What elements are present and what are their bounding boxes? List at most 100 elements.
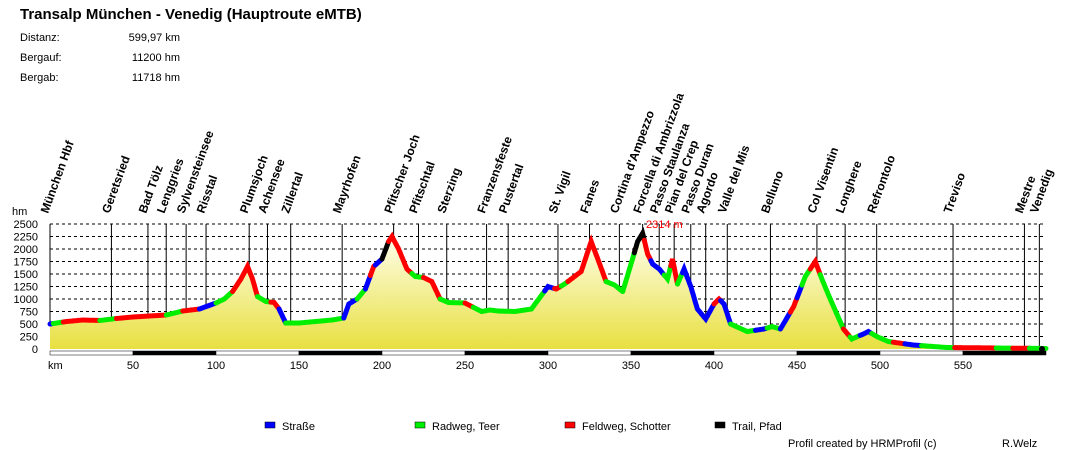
x-scale-bar [796,350,881,356]
waypoint-label: Sterzing [434,166,463,215]
profile-segment-feldweg [641,237,654,264]
profile-segment-feldweg [668,258,680,287]
profile-segment-radweg [470,288,548,315]
x-tick-label: 400 [705,360,723,372]
author-text: R.Welz [1002,438,1037,450]
end-marker [1039,346,1045,352]
profile-segment-feldweg [60,317,103,325]
waypoint-label: Valle del Mis [715,143,753,215]
y-axis-label: hm [12,206,27,218]
legend-label: Straße [282,421,315,433]
y-tick-label: 0 [32,344,38,356]
x-tick-label: 300 [539,360,557,372]
elevation-area [50,233,1046,349]
stat-value: 11200 hm [131,52,180,64]
x-tick-label: 150 [290,360,308,372]
waypoint-label: Belluno [758,169,786,215]
x-tick-label: 200 [373,360,391,372]
profile-segment-strasse [341,296,360,321]
max-elevation-label: 2314 m [646,219,683,231]
profile-segment-strasse [680,262,717,324]
profile-segment-radweg [437,296,468,306]
legend-label: Feldweg, Schotter [582,421,671,433]
legend-item-feldweg: Feldweg, Schotter [564,421,671,433]
y-tick-label: 1750 [14,257,38,269]
x-scale-bar [49,350,134,356]
x-scale-bar [215,350,300,356]
x-tick-label: 500 [871,360,889,372]
x-tick-label: 100 [207,360,225,372]
y-tick-label: 2500 [14,219,38,231]
legend-item-strasse: Straße [264,421,315,433]
stat-value: 599,97 km [128,32,180,44]
profile-segment-radweg [728,321,758,335]
waypoint-label: St. Vigil [546,169,574,215]
profile-segment-feldweg [180,306,202,314]
x-tick-label: 450 [788,360,806,372]
y-tick-label: 2250 [14,232,38,244]
stat-label: Bergab: [20,72,59,84]
x-scale-bar [547,350,632,356]
y-tick-label: 750 [20,307,38,319]
waypoint-label: München Hbf [38,138,77,215]
stat-distance: Distanz: 599,97 km [20,32,180,44]
profile-segment-strasse [777,309,793,332]
stat-label: Distanz: [20,32,60,44]
y-tick-label: 500 [20,319,38,331]
profile-segment-strasse [648,258,667,278]
legend-label: Trail, Pfad [732,421,782,433]
profile-segment-radweg [620,250,637,294]
profile-segment-feldweg [807,256,823,278]
profile-segment-radweg [661,263,674,285]
y-tick-label: 1000 [14,294,38,306]
x-scale-bar [630,350,715,356]
x-scale-bar [713,350,798,356]
x-tick-label: 250 [456,360,474,372]
profile-segment-feldweg [230,260,260,299]
x-scale-bar [298,350,383,356]
x-axis-label: km [48,360,63,372]
profile-segment-radweg [603,279,626,294]
profile-segment-strasse [902,341,924,349]
profile-segment-strasse [718,298,734,327]
profile-segment-radweg [799,266,813,288]
y-tick-label: 1500 [14,269,38,281]
profile-segment-radweg [283,315,347,326]
profile-segment-feldweg [787,295,800,315]
legend-swatch [264,421,276,429]
profile-segment-trail [379,239,392,262]
legend-item-trail: Trail, Pfad [714,421,782,433]
waypoint-label: Treviso [941,171,969,215]
stat-label: Bergauf: [20,52,62,64]
y-tick-label: 250 [20,332,38,344]
x-tick-label: 350 [622,360,640,372]
profile-segment-feldweg [565,234,609,284]
stat-value: 11718 hm [131,72,180,84]
legend-swatch [564,421,576,429]
profile-segment-radweg [163,308,186,318]
profile-segment-strasse [196,300,219,312]
legend-swatch [414,421,426,429]
profile-segment-feldweg [113,312,169,321]
y-tick-label: 2000 [14,244,38,256]
waypoint-label: Zillertal [278,170,306,215]
profile-segment-radweg [97,316,119,323]
profile-segment-trail [631,226,647,256]
profile-segment-feldweg [421,275,443,302]
y-tick-label: 1250 [14,282,38,294]
profile-segment-strasse [276,306,289,326]
waypoint-label: Fanes [577,177,602,215]
page-title: Transalp München - Venedig (Hauptroute e… [20,6,362,23]
legend-item-radweg: Radweg, Teer [414,421,500,433]
profile-segment-radweg [213,289,236,306]
waypoint-label: Mayrhofen [330,153,364,215]
x-scale-bar [132,350,217,356]
x-tick-label: 50 [127,360,139,372]
credit-text: Profil created by HRMProfil (c) [788,438,937,450]
stat-descent: Bergab: 11718 hm [20,72,180,84]
profile-segment-radweg [919,343,958,351]
x-scale-bar [962,350,1047,356]
profile-segment-radweg [869,331,896,345]
